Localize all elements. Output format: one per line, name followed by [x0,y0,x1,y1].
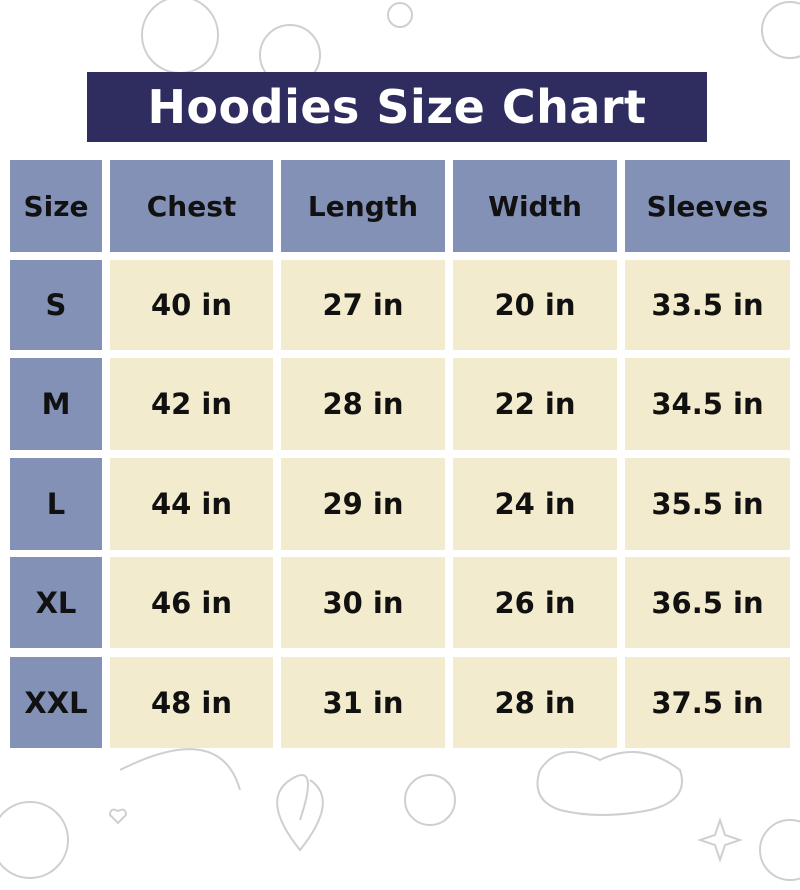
page-title: Hoodies Size Chart [147,80,647,134]
cell-sleeves: 35.5 in [625,458,790,550]
cell-width: 22 in [453,358,617,450]
header-length: Length [281,160,445,252]
cell-chest: 40 in [110,260,273,350]
cell-chest: 48 in [110,657,273,748]
cell-sleeves: 34.5 in [625,358,790,450]
header-chest: Chest [110,160,273,252]
cell-length: 28 in [281,358,445,450]
cell-chest: 44 in [110,458,273,550]
cell-length: 31 in [281,657,445,748]
cell-width: 20 in [453,260,617,350]
cell-sleeves: 37.5 in [625,657,790,748]
size-label: L [10,458,102,550]
cell-length: 30 in [281,557,445,648]
cell-sleeves: 36.5 in [625,557,790,648]
cell-width: 24 in [453,458,617,550]
size-label: XL [10,557,102,648]
size-label: S [10,260,102,350]
cell-chest: 42 in [110,358,273,450]
header-size: Size [10,160,102,252]
title-banner: Hoodies Size Chart [87,72,707,142]
cell-sleeves: 33.5 in [625,260,790,350]
cell-width: 26 in [453,557,617,648]
cell-length: 27 in [281,260,445,350]
size-label: XXL [10,657,102,748]
header-width: Width [453,160,617,252]
size-label: M [10,358,102,450]
cell-chest: 46 in [110,557,273,648]
cell-width: 28 in [453,657,617,748]
header-sleeves: Sleeves [625,160,790,252]
cell-length: 29 in [281,458,445,550]
